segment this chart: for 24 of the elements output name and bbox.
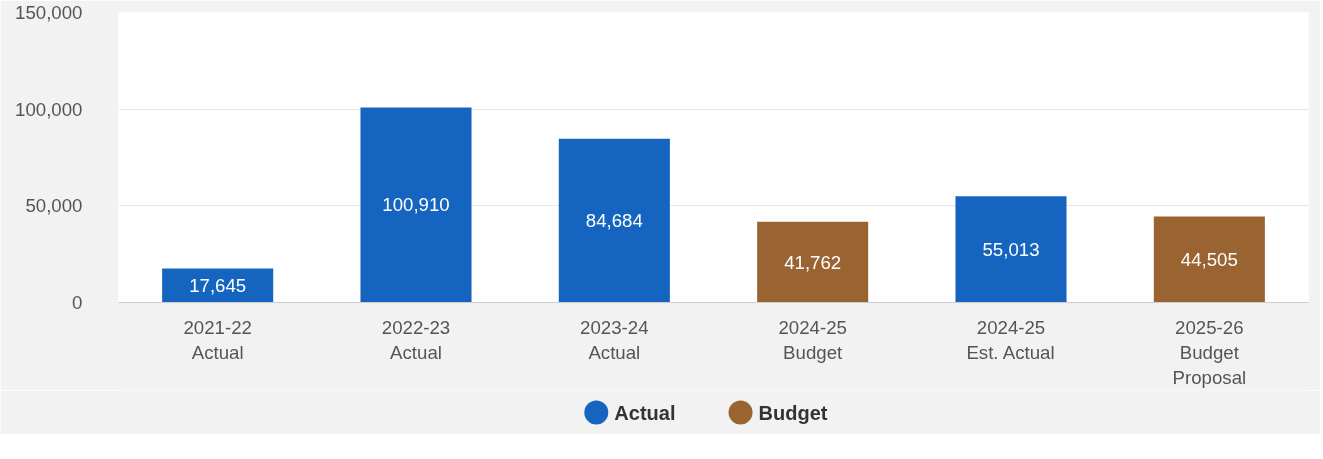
y-tick-label: 150,000 <box>15 2 83 23</box>
data-label: 44,505 <box>1180 248 1238 270</box>
y-tick-label: 0 <box>72 292 83 313</box>
bar <box>955 196 1067 303</box>
bar <box>162 268 274 303</box>
x-tick-label: 2023-24 Actual <box>580 316 649 363</box>
bar <box>1153 216 1265 303</box>
x-tick-label: 2024-25 Budget <box>778 316 847 363</box>
data-label: 100,910 <box>382 194 450 216</box>
legend-label: Budget <box>758 401 828 424</box>
data-label: 41,762 <box>784 251 842 273</box>
data-label: 84,684 <box>585 210 643 232</box>
x-tick-label: 2022-23 Actual <box>381 316 451 363</box>
data-label: 55,013 <box>982 238 1040 260</box>
y-tick-label: 100,000 <box>15 98 83 120</box>
bar <box>360 107 472 303</box>
x-tick-label: 2024-25 Est. Actual <box>966 316 1055 363</box>
x-tick-label: 2021-22 Actual <box>183 316 252 363</box>
bar <box>558 138 670 303</box>
data-label: 17,645 <box>189 274 247 296</box>
x-tick-label: 2025-26 Budget Proposal <box>1172 316 1247 388</box>
legend-label: Actual <box>614 401 676 424</box>
bar <box>757 221 869 303</box>
y-tick-label: 50,000 <box>25 195 83 217</box>
